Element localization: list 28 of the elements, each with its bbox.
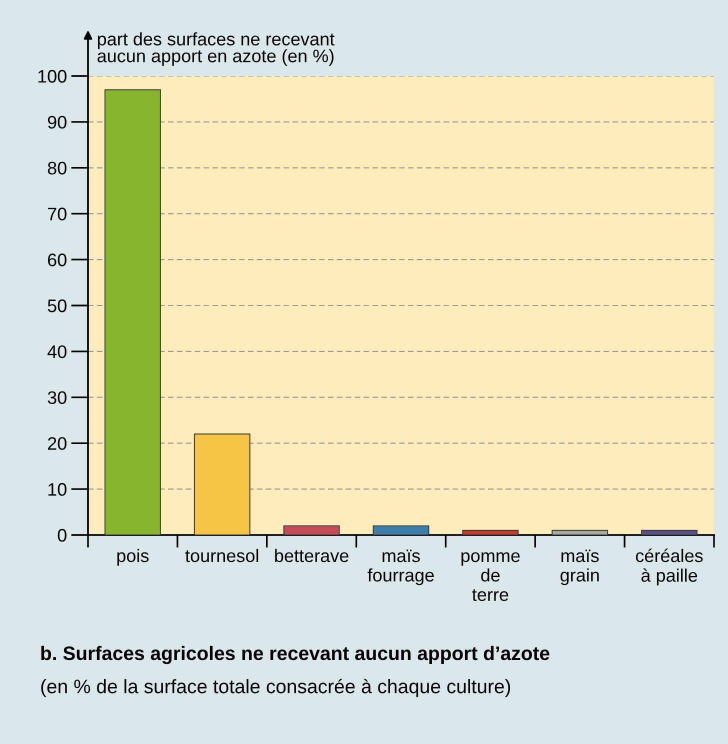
x-tick-label: tournesol bbox=[185, 548, 258, 562]
x-tick-label: maïs fourrage bbox=[368, 550, 434, 586]
bar bbox=[641, 530, 698, 535]
x-tick-label: pomme de terre bbox=[461, 552, 520, 602]
bar bbox=[372, 525, 430, 535]
y-axis-title: part des surfaces ne recevant aucun apport en azote (en %) bbox=[98, 32, 334, 66]
x-tick-label: betterave bbox=[275, 548, 348, 562]
y-tick-label: 10 bbox=[48, 483, 66, 496]
bar bbox=[552, 530, 608, 535]
text: (en % de la surface totale consacrée à chaque culture) bbox=[41, 678, 510, 698]
y-tick-label: 20 bbox=[48, 437, 66, 450]
x-tick-label: pois bbox=[117, 548, 149, 566]
text: b. Surfaces agricoles ne recevant aucun apport d’azote bbox=[41, 646, 550, 664]
x-tick-label: céréales à paille bbox=[636, 548, 703, 586]
bar bbox=[462, 530, 519, 535]
y-tick-label: 60 bbox=[48, 254, 66, 266]
bar bbox=[194, 434, 250, 535]
bar bbox=[104, 89, 161, 535]
y-tick-label: 100 bbox=[38, 70, 66, 83]
y-tick-label: 40 bbox=[48, 345, 66, 358]
y-tick-label: 90 bbox=[48, 116, 66, 129]
y-tick-label: 0 bbox=[58, 528, 66, 542]
y-tick-label: 30 bbox=[48, 391, 66, 404]
y-tick-label: 70 bbox=[48, 208, 66, 220]
y-tick-label: 80 bbox=[48, 162, 66, 175]
bar bbox=[283, 525, 340, 535]
x-tick-label: maïs grain bbox=[560, 550, 599, 586]
y-tick-label: 50 bbox=[48, 299, 66, 312]
